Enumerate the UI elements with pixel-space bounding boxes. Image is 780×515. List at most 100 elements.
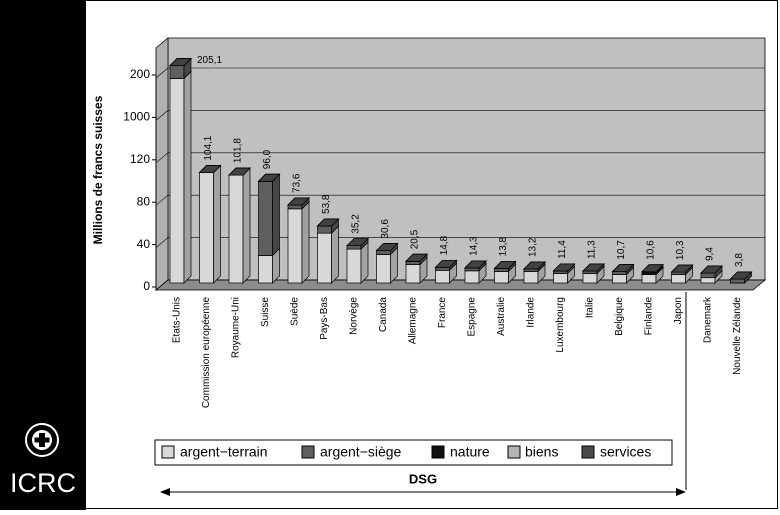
x-tick-label: Suède	[290, 297, 301, 326]
bar-top	[316, 218, 340, 227]
bar-segment	[375, 243, 399, 251]
value-label: 35,2	[351, 214, 362, 234]
bar-side	[242, 167, 251, 284]
value-label: 14,3	[469, 236, 480, 256]
x-tick-label: Pays-Bas	[319, 297, 330, 340]
value-label: 10,7	[616, 240, 627, 260]
bar-front	[317, 232, 332, 284]
bar-segment	[641, 264, 664, 273]
legend-label: argent−terrain	[180, 444, 268, 460]
bar-front	[258, 180, 273, 256]
bar-segment	[198, 164, 222, 284]
bar-segment	[316, 225, 340, 284]
bar-segment	[198, 165, 222, 174]
bar-segment	[257, 173, 281, 182]
value-label: 11,3	[587, 240, 598, 259]
bar-segment	[434, 259, 458, 268]
bar-top	[434, 259, 458, 268]
bar-top	[611, 264, 635, 273]
value-label: 10,3	[675, 240, 686, 260]
legend-swatch	[507, 445, 521, 459]
x-tick-label: Etats-Unis	[172, 297, 183, 343]
bar-segment	[700, 265, 723, 274]
bar-segment	[582, 263, 605, 272]
x-tick-label: Suisse	[260, 297, 271, 327]
bar-top	[228, 167, 251, 176]
bar-front	[376, 250, 391, 255]
emblem-cross	[34, 433, 50, 447]
bar-front	[612, 274, 627, 284]
bar-segment	[464, 260, 487, 269]
bar-front	[287, 208, 303, 284]
value-label: 20,5	[410, 229, 421, 249]
y-axis-label: Millions de francs suisses	[91, 95, 105, 244]
x-tick-label: Irlande	[526, 297, 537, 328]
x-tick-label: Belgique	[614, 297, 625, 336]
bar-front	[464, 270, 480, 284]
bar-front	[287, 204, 303, 210]
bar-side	[183, 70, 192, 284]
bar-front	[671, 274, 686, 284]
emblem-ring	[25, 423, 59, 457]
y-tick-label: 1000	[123, 110, 150, 124]
bar-front	[671, 271, 686, 275]
bar-front	[435, 269, 450, 284]
grid-line-side	[155, 279, 169, 291]
x-tick-label: Espagne	[467, 297, 478, 337]
y-tick-label: 80	[137, 194, 151, 208]
legend-swatch	[431, 445, 445, 459]
bar-side	[272, 173, 280, 257]
bar-front	[523, 270, 539, 284]
bar-side	[301, 200, 310, 284]
bar-front	[553, 270, 568, 274]
x-tick-label: France	[437, 297, 448, 329]
x-tick-label: Allemagne	[408, 297, 419, 345]
x-tick-label: Norvège	[349, 297, 360, 335]
bar-front	[405, 264, 421, 284]
bar-segment	[169, 70, 192, 284]
grid-line-side	[155, 152, 169, 164]
bar-front	[346, 245, 362, 250]
bar-top	[287, 197, 310, 206]
bar-segment	[257, 173, 281, 257]
y-tick-label: 200	[130, 67, 150, 81]
y-tick-label: 40	[137, 237, 151, 251]
bar-front	[376, 254, 391, 284]
grid-line-side	[155, 67, 169, 79]
legend-label: services	[600, 444, 651, 460]
x-tick-label: Commission européenne	[201, 297, 212, 409]
x-tick-label: Nouvelle Zélande	[732, 297, 743, 375]
bar-top	[523, 261, 546, 270]
grid-line-side	[155, 194, 169, 206]
value-label: 96,0	[262, 149, 273, 169]
value-label: 11,4	[557, 240, 568, 259]
bar-front	[199, 172, 214, 284]
x-tick-label: Italie	[585, 297, 596, 319]
bar-segment	[228, 167, 251, 284]
bar-segment	[287, 200, 310, 284]
bar-top	[198, 165, 222, 174]
value-label: 101,8	[233, 138, 244, 163]
value-label: 13,8	[498, 236, 509, 256]
value-label: 13,2	[528, 237, 539, 257]
bar-side	[213, 164, 221, 284]
x-tick-label: Luxembourg	[555, 297, 566, 353]
value-label: 53,8	[321, 194, 332, 214]
x-tick-label: Japon	[673, 297, 684, 324]
value-label: 10,6	[646, 240, 657, 260]
bar-top	[405, 253, 428, 262]
x-tick-label: Finlande	[644, 297, 655, 336]
bar-front	[169, 65, 185, 79]
bar-front	[553, 273, 568, 284]
bar-segment	[405, 253, 428, 262]
bar-front	[228, 174, 244, 284]
bar-front	[169, 78, 185, 284]
value-label: 9,4	[705, 247, 716, 261]
y-tick-label: 120	[130, 152, 150, 166]
bar-top	[257, 173, 281, 182]
bar-top	[641, 264, 664, 273]
bar-front	[464, 267, 480, 272]
bar-top	[169, 58, 192, 66]
legend-swatch	[161, 445, 175, 459]
bar-front	[700, 272, 716, 279]
